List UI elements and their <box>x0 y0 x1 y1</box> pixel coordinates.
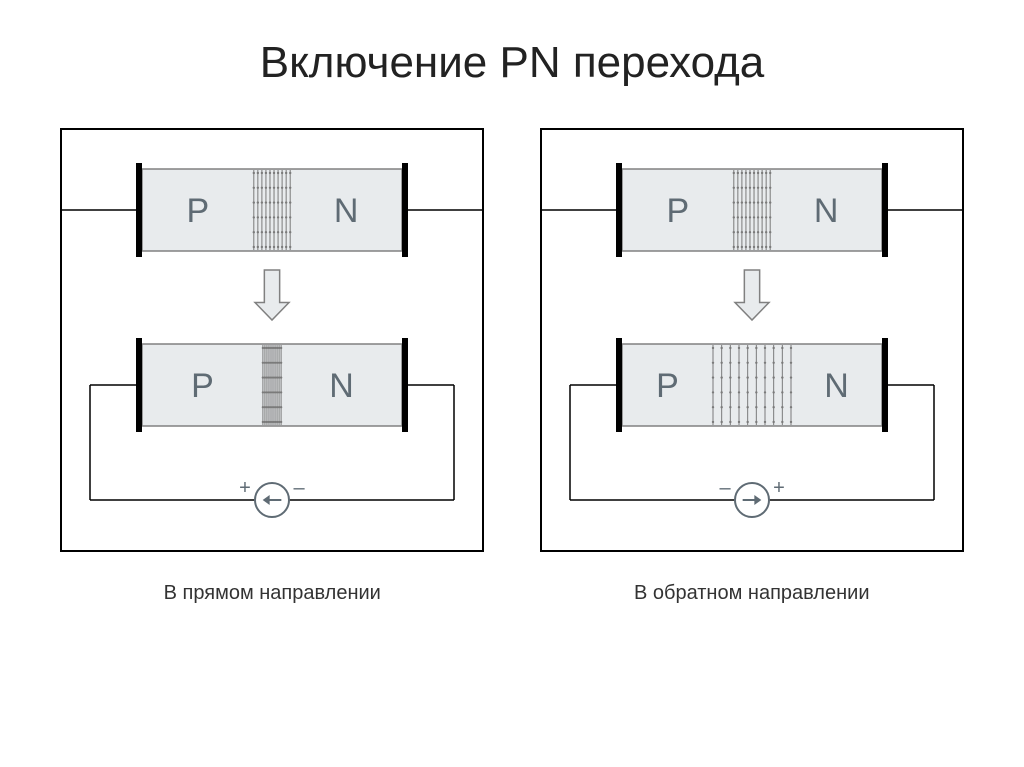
panel-wrap-left: P N P N + – В прямом направлении <box>60 128 485 605</box>
panel-left: P N P N + – <box>60 128 484 552</box>
panel-right: P N P N – + <box>540 128 964 552</box>
svg-text:N: N <box>824 367 849 405</box>
diagram-left: P N P N + – <box>62 130 482 550</box>
svg-text:N: N <box>330 367 355 405</box>
panels-row: P N P N + – В прямом направлении P N P N – + В обр… <box>0 88 1024 605</box>
panel-wrap-right: P N P N – + В обратном направлении <box>540 128 965 605</box>
svg-text:N: N <box>814 192 839 230</box>
svg-text:–: – <box>294 477 306 499</box>
svg-text:P: P <box>191 367 214 405</box>
svg-text:P: P <box>656 367 679 405</box>
svg-text:P: P <box>187 192 210 230</box>
svg-text:N: N <box>334 192 359 230</box>
svg-text:P: P <box>666 192 689 230</box>
svg-text:+: + <box>773 477 785 499</box>
svg-text:+: + <box>239 477 251 499</box>
svg-text:–: – <box>719 477 731 499</box>
caption-right: В обратном направлении <box>634 582 870 605</box>
caption-left: В прямом направлении <box>164 582 381 605</box>
diagram-right: P N P N – + <box>542 130 962 550</box>
page-title: Включение PN перехода <box>0 0 1024 88</box>
